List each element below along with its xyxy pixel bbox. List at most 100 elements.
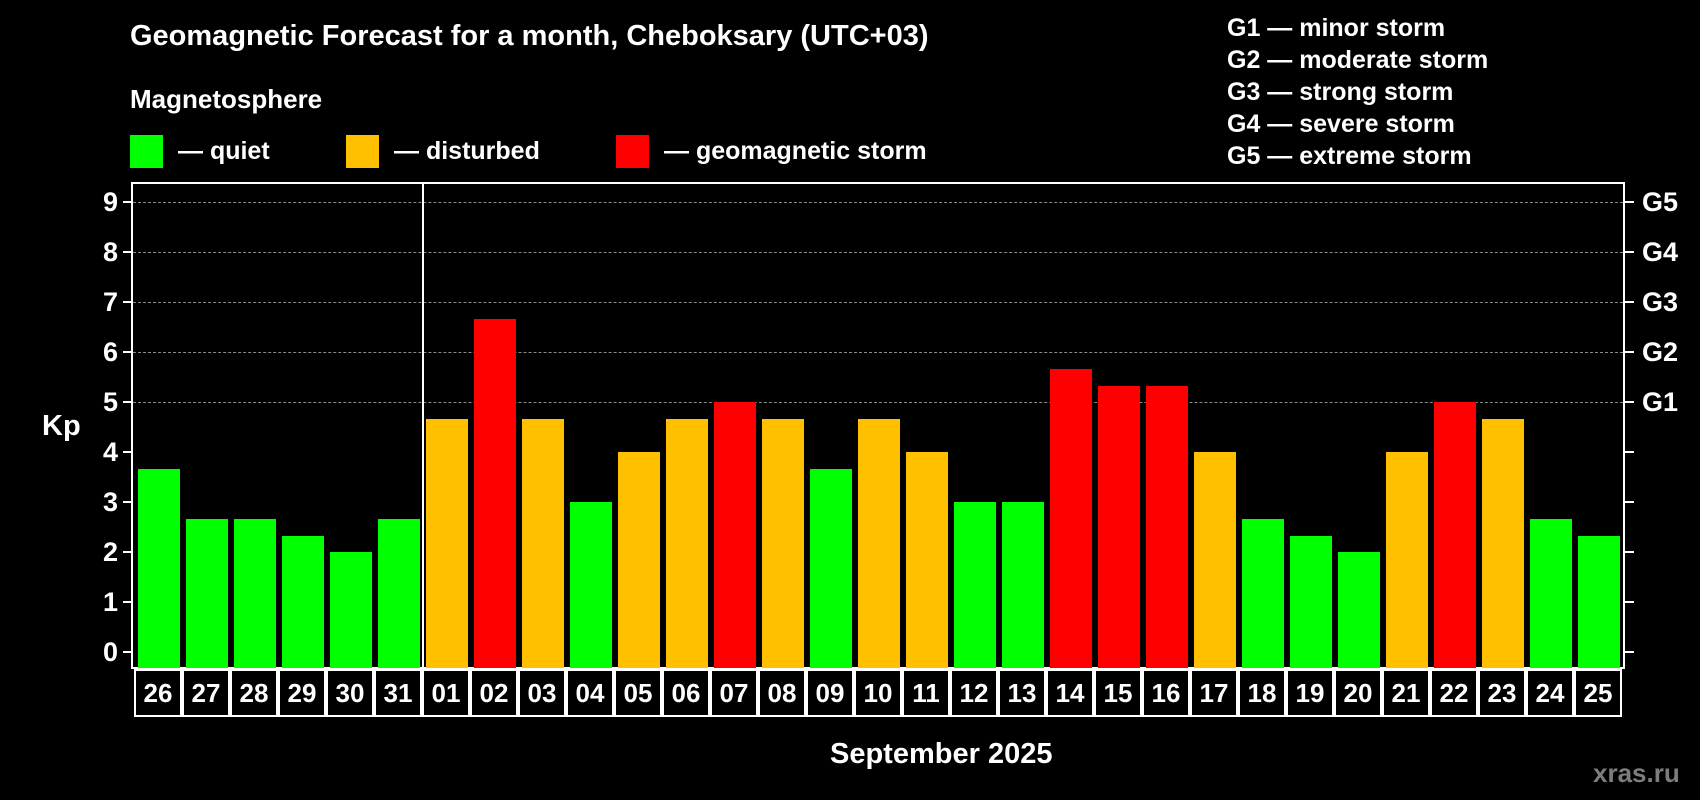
date-cell: 17 [1190, 669, 1238, 717]
bar-28 [234, 518, 276, 668]
bar-27 [186, 518, 228, 668]
gridline [133, 252, 1623, 253]
gridline [133, 352, 1623, 353]
legend-label: — geomagnetic storm [664, 136, 927, 165]
y-tick [123, 451, 131, 453]
date-cell: 05 [614, 669, 662, 717]
date-cell: 30 [326, 669, 374, 717]
storm-level-item: G1 — minor storm [1227, 14, 1446, 42]
bar-23 [1482, 418, 1524, 668]
y-tick [123, 551, 131, 553]
date-cell: 20 [1334, 669, 1382, 717]
g-level-label: G3 [1642, 287, 1679, 317]
legend-item: — quiet [130, 134, 270, 168]
bar-11 [906, 452, 948, 668]
y-tick [123, 251, 131, 253]
gridline [133, 402, 1623, 403]
y2-tick [1625, 201, 1634, 203]
y2-tick [1625, 551, 1634, 553]
bar-09 [810, 468, 852, 668]
y-tick [123, 351, 131, 353]
y2-tick [1625, 501, 1634, 503]
y2-tick [1625, 251, 1634, 253]
y2-tick [1625, 351, 1634, 353]
bar-13 [1002, 502, 1044, 668]
date-cell: 28 [230, 669, 278, 717]
bar-01 [426, 418, 468, 668]
legend-label: — disturbed [394, 136, 540, 165]
plot-area [131, 182, 1625, 669]
bar-25 [1578, 535, 1620, 668]
storm-level-item: G2 — moderate storm [1227, 46, 1489, 74]
date-cell: 18 [1238, 669, 1286, 717]
month-separator [422, 184, 424, 667]
y-axis-label: Kp [42, 410, 81, 442]
bar-21 [1386, 452, 1428, 668]
y2-tick [1625, 401, 1634, 403]
y-tick [123, 601, 131, 603]
gridline [133, 302, 1623, 303]
legend-item: — geomagnetic storm [616, 134, 927, 168]
bar-12 [954, 502, 996, 668]
bar-30 [330, 552, 372, 668]
y-tick [123, 301, 131, 303]
bar-18 [1242, 518, 1284, 668]
g-level-label: G2 [1642, 337, 1679, 367]
y-tick [123, 501, 131, 503]
y-tick-label: 6 [102, 337, 118, 367]
date-cell: 08 [758, 669, 806, 717]
bar-07 [714, 402, 756, 668]
y2-tick [1625, 601, 1634, 603]
date-cell: 11 [902, 669, 950, 717]
date-cell: 01 [422, 669, 470, 717]
storm-level-legend: G1 — minor storm G2 — moderate storm G3 — … [1227, 12, 1488, 172]
date-cell: 23 [1478, 669, 1526, 717]
bar-22 [1434, 402, 1476, 668]
storm-level-item: G4 — severe storm [1227, 110, 1455, 138]
date-cell: 21 [1382, 669, 1430, 717]
bar-31 [378, 518, 420, 668]
storm-level-item: G5 — extreme storm [1227, 142, 1472, 170]
y-tick-label: 2 [102, 537, 118, 567]
bar-16 [1146, 385, 1188, 668]
date-cell: 06 [662, 669, 710, 717]
bar-24 [1530, 518, 1572, 668]
watermark: xras.ru [1593, 758, 1680, 788]
date-cell: 12 [950, 669, 998, 717]
legend-swatch [616, 134, 649, 168]
date-cell: 15 [1094, 669, 1142, 717]
y-tick-label: 8 [102, 237, 118, 267]
date-cell: 16 [1142, 669, 1190, 717]
gridline [133, 202, 1623, 203]
bar-02 [474, 318, 516, 668]
y-tick-label: 4 [102, 437, 118, 467]
date-cell: 27 [182, 669, 230, 717]
date-cell: 26 [134, 669, 182, 717]
date-cell: 10 [854, 669, 902, 717]
bar-06 [666, 418, 708, 668]
bar-14 [1050, 368, 1092, 668]
bar-19 [1290, 535, 1332, 668]
date-cell: 04 [566, 669, 614, 717]
date-cell: 07 [710, 669, 758, 717]
date-cell: 13 [998, 669, 1046, 717]
date-cell: 14 [1046, 669, 1094, 717]
date-cell: 25 [1574, 669, 1622, 717]
y2-tick [1625, 301, 1634, 303]
y2-tick [1625, 651, 1634, 653]
legend-heading: Magnetosphere [130, 84, 323, 114]
y-tick-label: 3 [102, 487, 118, 517]
date-cell: 03 [518, 669, 566, 717]
date-cell: 19 [1286, 669, 1334, 717]
y-tick-label: 5 [102, 387, 118, 417]
y-tick-label: 0 [102, 637, 118, 667]
bar-20 [1338, 552, 1380, 668]
legend-label: — quiet [178, 136, 270, 165]
chart-title: Geomagnetic Forecast for a month, Chebok… [130, 20, 929, 52]
g-level-label: G1 [1642, 387, 1679, 417]
bar-17 [1194, 452, 1236, 668]
y-tick [123, 201, 131, 203]
date-cell: 24 [1526, 669, 1574, 717]
legend-swatch [130, 134, 163, 168]
bar-05 [618, 452, 660, 668]
